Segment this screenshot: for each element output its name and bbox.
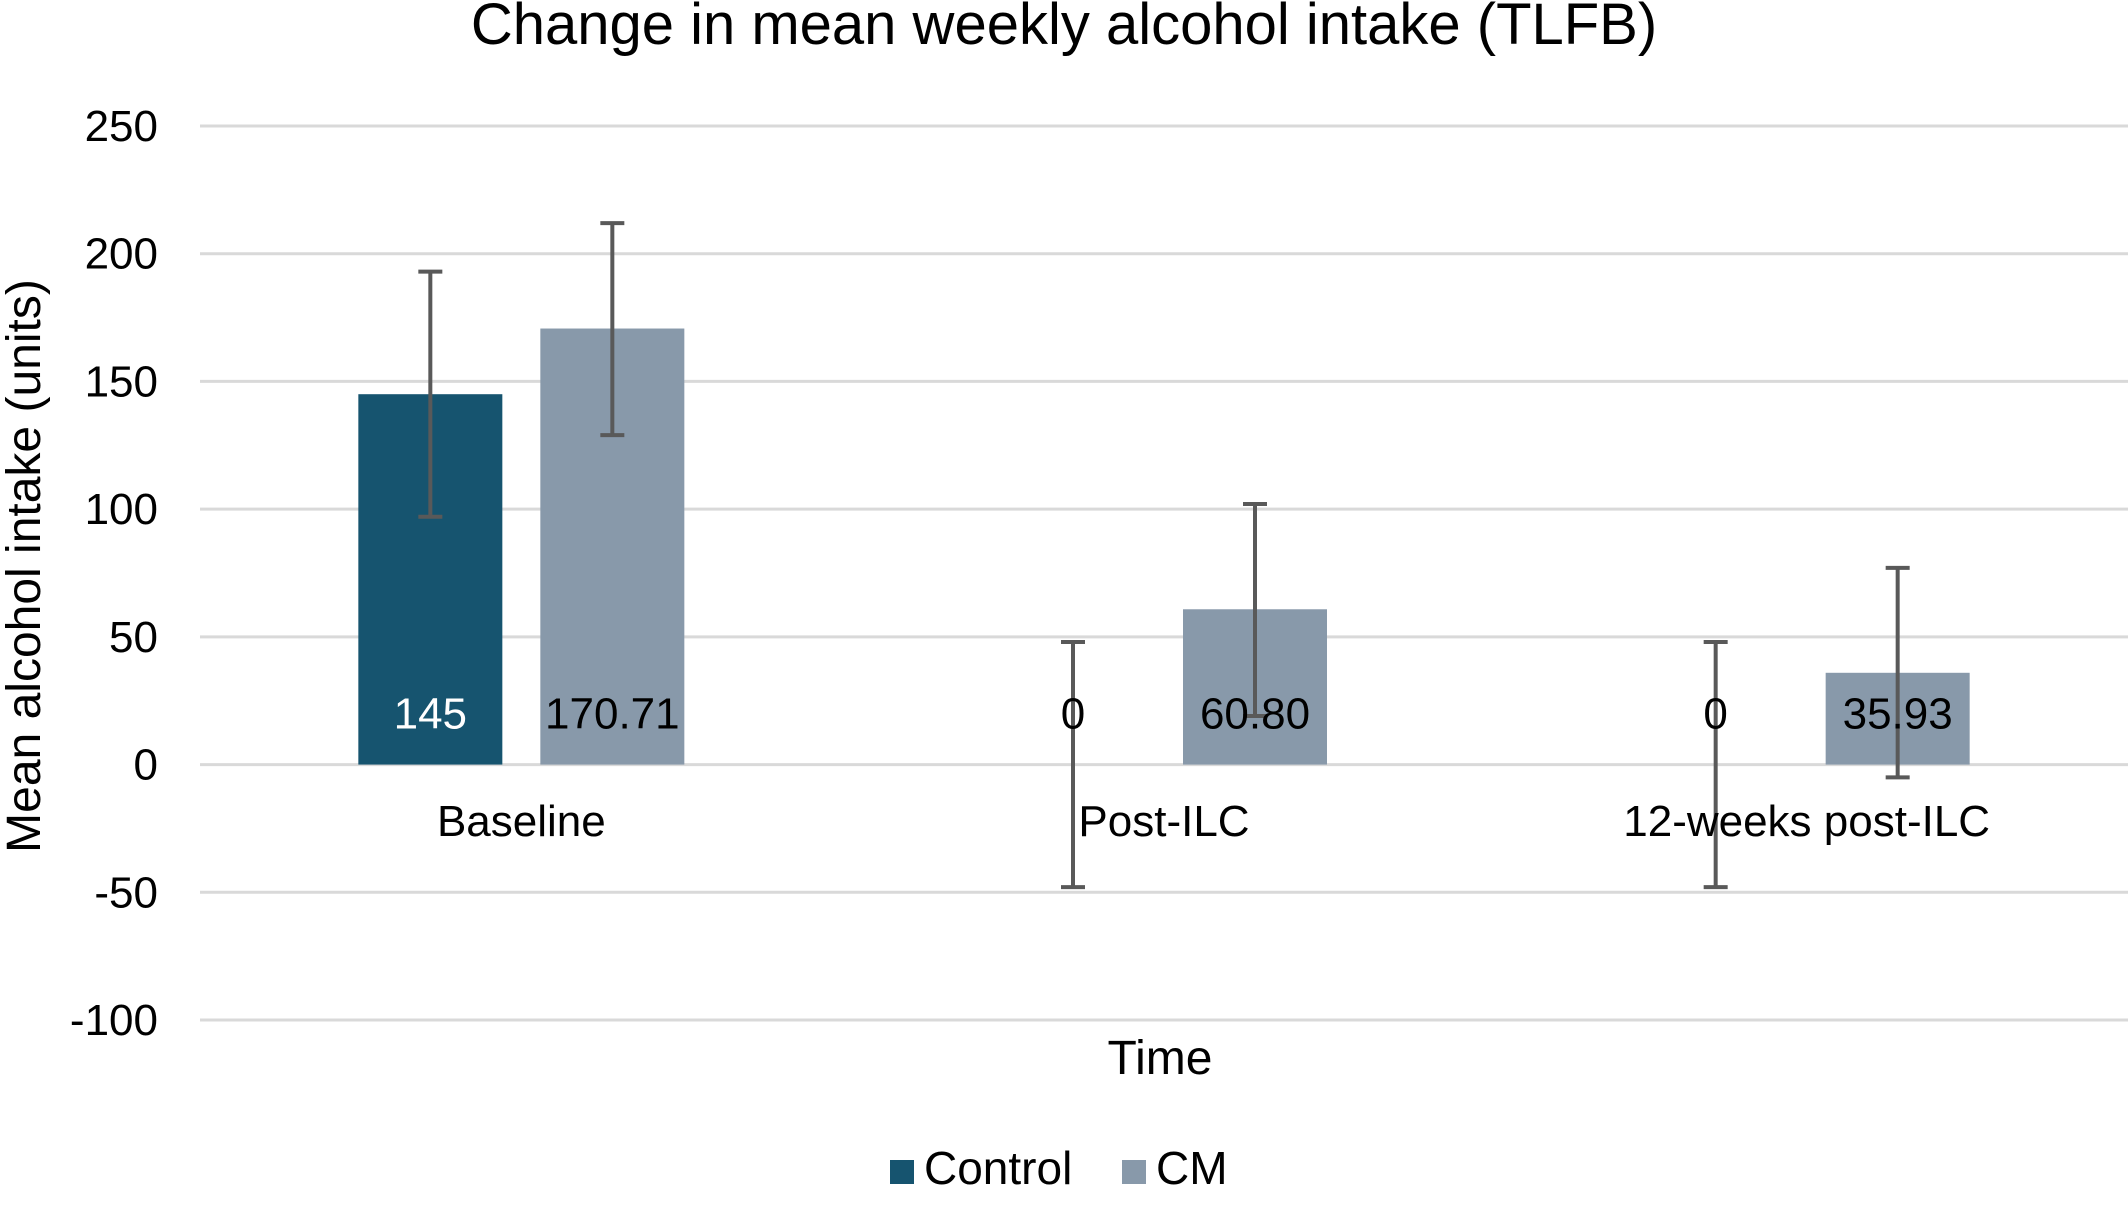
data-label: 0 xyxy=(1061,689,1085,738)
data-label: 145 xyxy=(394,689,467,738)
data-labels: 145 170.71 0 60.80 0 35.93 xyxy=(394,689,1953,738)
category-label: Post-ILC xyxy=(1078,797,1249,846)
data-label: 170.71 xyxy=(545,689,680,738)
legend-swatch-control xyxy=(890,1160,914,1184)
chart-title: Change in mean weekly alcohol intake (TL… xyxy=(471,0,1657,57)
legend-swatch-cm xyxy=(1122,1160,1146,1184)
data-label: 60.80 xyxy=(1200,689,1310,738)
legend: Control CM xyxy=(890,1142,1228,1194)
category-label: Baseline xyxy=(437,797,606,846)
category-labels: Baseline Post-ILC 12-weeks post-ILC xyxy=(437,797,1990,846)
data-label: 0 xyxy=(1703,689,1727,738)
y-axis-ticks: 250 200 150 100 50 0 -50 -100 xyxy=(70,102,158,1045)
y-tick-label: 0 xyxy=(134,741,158,790)
y-axis-title: Mean alcohol intake (units) xyxy=(0,279,51,853)
bars xyxy=(358,328,1970,765)
y-tick-label: -50 xyxy=(94,868,158,917)
data-label: 35.93 xyxy=(1843,689,1953,738)
y-tick-label: 200 xyxy=(85,230,158,279)
y-tick-label: 150 xyxy=(85,357,158,406)
legend-label: CM xyxy=(1156,1142,1228,1194)
y-tick-label: -100 xyxy=(70,996,158,1045)
category-label: 12-weeks post-ILC xyxy=(1623,797,1990,846)
gridlines xyxy=(200,124,2128,1022)
legend-label: Control xyxy=(924,1142,1072,1194)
y-tick-label: 50 xyxy=(109,613,158,662)
y-tick-label: 100 xyxy=(85,485,158,534)
x-axis-title: Time xyxy=(1108,1032,1213,1085)
error-bars xyxy=(418,221,1910,890)
y-tick-label: 250 xyxy=(85,102,158,151)
